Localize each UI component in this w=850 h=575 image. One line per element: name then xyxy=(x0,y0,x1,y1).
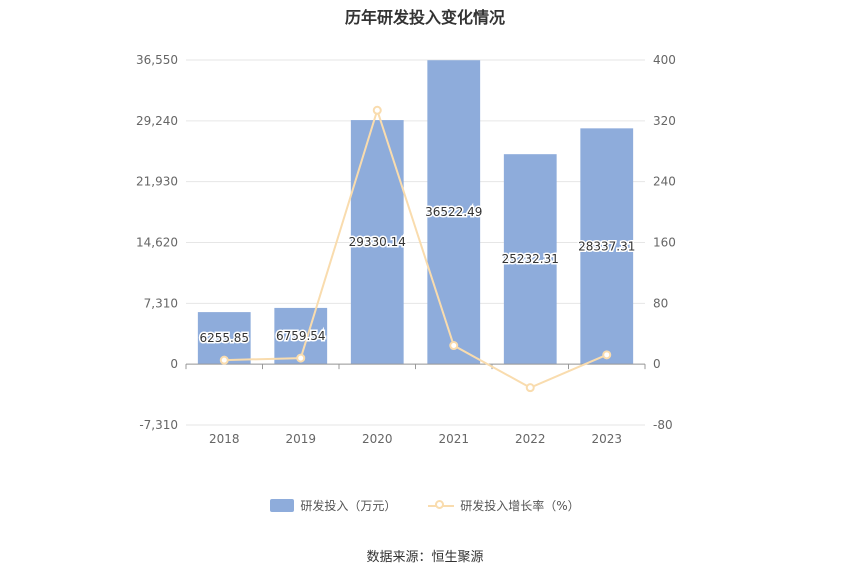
bar xyxy=(427,60,481,365)
legend-line-swatch xyxy=(428,499,455,512)
x-tick-label: 2023 xyxy=(591,432,622,446)
bar xyxy=(503,154,557,365)
y-left-tick-label: -7,310 xyxy=(139,418,178,432)
y-right-tick-label: 160 xyxy=(653,236,676,250)
bar xyxy=(350,120,404,365)
legend: 研发投入（万元） 研发投入增长率（%） xyxy=(0,497,850,515)
y-right-tick-label: -80 xyxy=(653,418,673,432)
chart-title: 历年研发投入变化情况 xyxy=(344,8,505,27)
bar xyxy=(197,312,251,365)
y-right-tick-label: 0 xyxy=(653,357,661,371)
bar-data-label: 25232.31 xyxy=(502,252,559,266)
line-point xyxy=(372,105,382,115)
bar-data-label: 6759.54 xyxy=(276,329,326,343)
line-point xyxy=(219,355,229,365)
grid-lines xyxy=(186,59,645,426)
y-left-tick-label: 0 xyxy=(170,357,178,371)
line-series xyxy=(219,105,612,393)
x-tick-label: 2021 xyxy=(438,432,469,446)
y-right-tick-label: 240 xyxy=(653,175,676,189)
y-left-tick-label: 36,550 xyxy=(136,53,178,67)
legend-item-growth-rate[interactable]: 研发投入增长率（%） xyxy=(428,497,580,514)
legend-label-rd-investment: 研发投入（万元） xyxy=(300,499,397,513)
line-point xyxy=(296,353,306,363)
y-left-tick-label: 21,930 xyxy=(136,175,178,189)
y-axis-left: -7,310 0 7,310 14,620 21,930 29,240 36,550 xyxy=(136,53,178,432)
line-point xyxy=(525,383,535,393)
legend-bar-swatch xyxy=(270,499,295,512)
bar xyxy=(580,128,634,365)
y-left-tick-label: 7,310 xyxy=(144,296,178,310)
x-tick-label: 2020 xyxy=(362,432,393,446)
y-axis-right: -80 0 80 160 240 320 400 xyxy=(653,53,676,432)
data-source: 数据来源：恒生聚源 xyxy=(366,550,484,565)
y-left-tick-label: 14,620 xyxy=(136,236,178,250)
bar-data-label: 6255.85 xyxy=(199,331,249,345)
y-left-tick-label: 29,240 xyxy=(136,114,178,128)
bar-series xyxy=(197,60,634,365)
bar-data-label: 36522.49 xyxy=(425,205,482,219)
line-point xyxy=(449,341,459,351)
bar-data-label: 28337.31 xyxy=(578,239,635,253)
y-right-tick-label: 80 xyxy=(653,296,668,310)
x-tick-label: 2022 xyxy=(515,432,546,446)
bar-data-labels: 6255.85 6759.54 29330.14 36522.49 25232.31 28… xyxy=(198,204,637,347)
legend-item-rd-investment[interactable]: 研发投入（万元） xyxy=(270,497,396,514)
x-tick-label: 2018 xyxy=(209,432,240,446)
line-point xyxy=(602,350,612,360)
legend-label-growth-rate: 研发投入增长率（%） xyxy=(460,499,580,513)
x-tick-label: 2019 xyxy=(285,432,316,446)
bar-data-label: 29330.14 xyxy=(349,235,406,249)
growth-rate-line xyxy=(224,106,608,389)
y-right-tick-label: 320 xyxy=(653,114,676,128)
y-right-tick-label: 400 xyxy=(653,53,676,67)
x-axis: 2018 2019 2020 2021 2022 2023 xyxy=(185,363,646,446)
